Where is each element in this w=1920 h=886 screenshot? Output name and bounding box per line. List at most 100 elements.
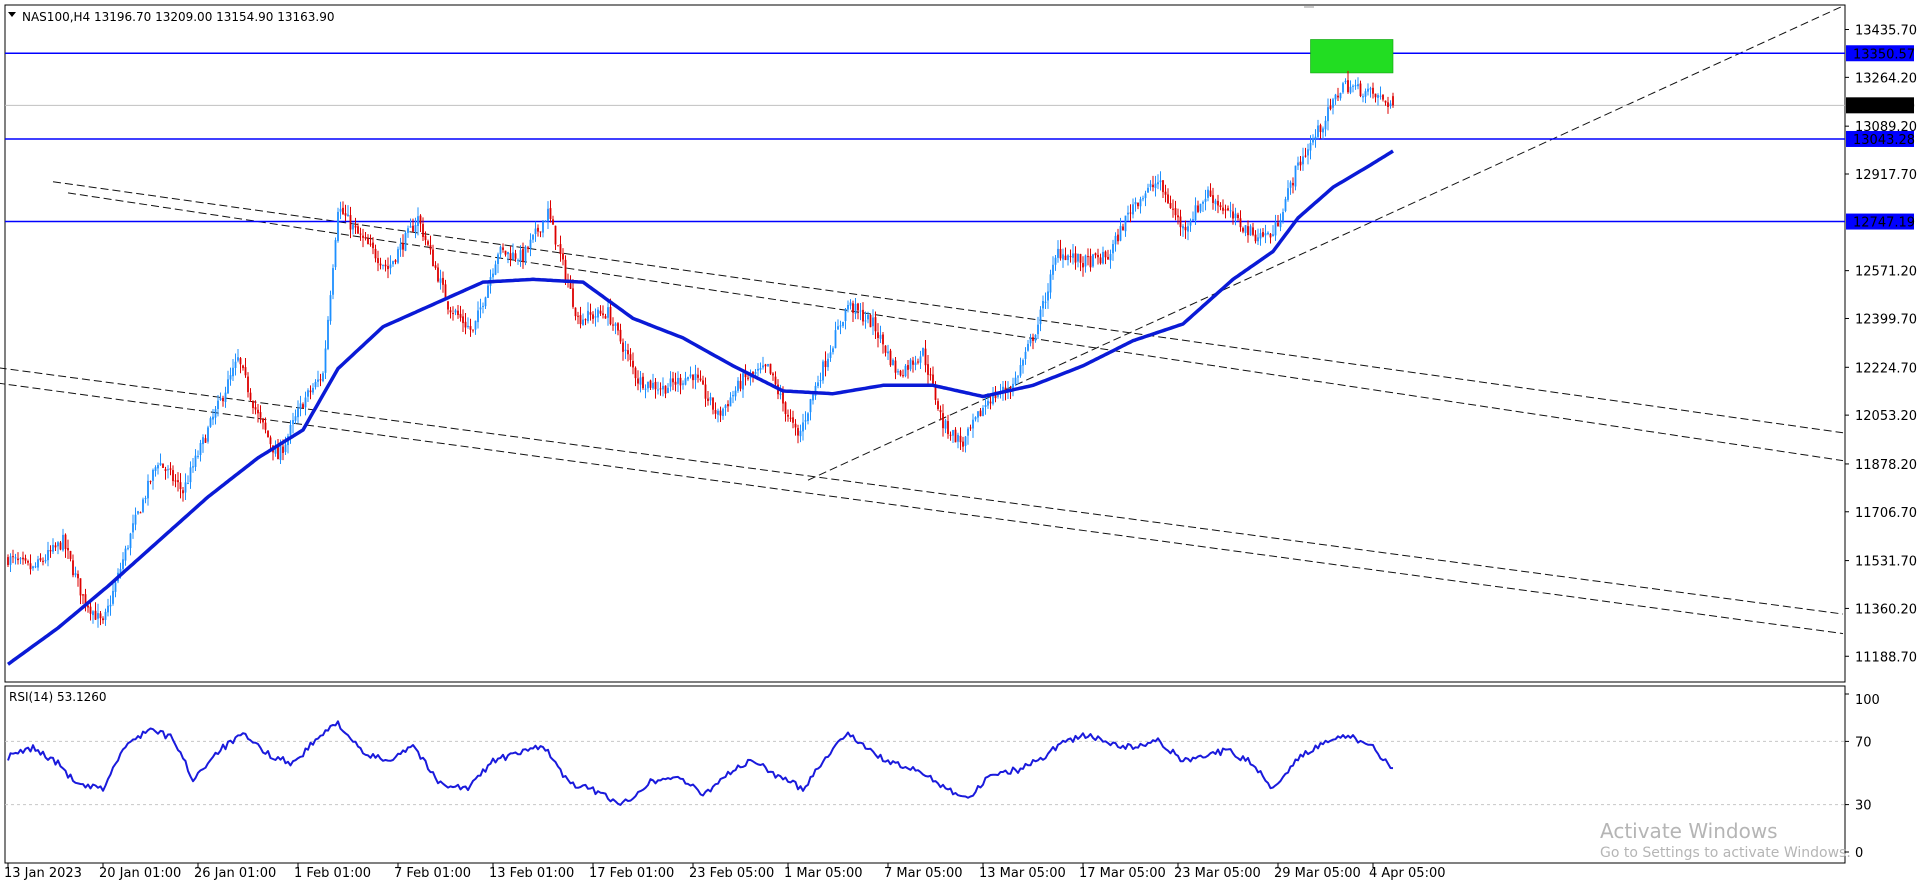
candle-body <box>879 334 882 339</box>
candle-body <box>104 611 107 620</box>
candle-body <box>432 249 434 267</box>
date-tick-label: 7 Feb 01:00 <box>394 866 471 881</box>
candle-body <box>1174 208 1177 216</box>
candle-body <box>324 348 327 373</box>
candle-body <box>152 469 154 481</box>
candle-body <box>497 254 499 264</box>
candle-body <box>184 482 187 493</box>
candle-body <box>1299 161 1302 166</box>
date-tick-label: 17 Feb 01:00 <box>589 866 674 881</box>
candle-body <box>267 430 269 438</box>
candle-body <box>547 208 549 221</box>
candle-body <box>1387 102 1389 107</box>
date-tick-label: 7 Mar 05:00 <box>884 866 963 881</box>
candle-body <box>144 498 147 500</box>
level-price-tag <box>1846 213 1914 230</box>
candle-body <box>1004 387 1007 392</box>
price-tick-label: 11531.70 <box>1855 555 1917 570</box>
candle-body <box>1027 343 1029 351</box>
candle-body <box>669 378 672 387</box>
candle-body <box>1152 184 1154 188</box>
candle-body <box>317 379 319 382</box>
candle-body <box>939 410 942 413</box>
candle-body <box>532 234 534 240</box>
candle-body <box>194 455 197 467</box>
candle-body <box>1074 253 1077 263</box>
candle-body <box>114 582 117 592</box>
candle-body <box>834 330 837 349</box>
collapse-triangle-icon[interactable] <box>8 12 16 17</box>
candle-body <box>407 228 409 233</box>
candle-body <box>982 407 984 417</box>
candle-body <box>487 285 489 298</box>
candle-body <box>787 414 789 417</box>
candle-body <box>944 420 947 429</box>
candle-body <box>1377 95 1379 98</box>
candle-body <box>862 309 864 322</box>
candle-body <box>1052 264 1054 275</box>
candle-body <box>247 376 249 393</box>
candle-body <box>1304 155 1307 157</box>
candle-body <box>59 542 62 550</box>
candle-body <box>929 374 932 376</box>
candle-body <box>754 371 757 375</box>
candle-body <box>64 534 67 550</box>
candle-body <box>1297 162 1299 166</box>
candle-body <box>502 247 504 250</box>
candle-body <box>409 226 412 228</box>
candle-body <box>37 559 39 568</box>
candle-body <box>22 557 24 560</box>
candle-body <box>442 277 444 285</box>
candle-body <box>147 480 149 499</box>
candle-body <box>249 392 252 400</box>
candle-body <box>747 377 749 379</box>
candle-body <box>29 563 32 570</box>
candle-body <box>934 384 937 400</box>
candle-body <box>1187 226 1189 232</box>
candle-body <box>1132 204 1134 215</box>
candle-body <box>122 559 124 569</box>
candle-body <box>1077 253 1079 262</box>
price-tick-label: 11706.70 <box>1855 506 1917 521</box>
candle-body <box>957 434 959 442</box>
candle-body <box>1097 254 1099 258</box>
candle-body <box>554 225 557 245</box>
candle-body <box>134 514 137 525</box>
candle-body <box>942 413 944 429</box>
price-tick-label: 13435.70 <box>1855 24 1917 39</box>
candle-body <box>1142 198 1144 200</box>
candle-body <box>1162 180 1164 193</box>
candle-body <box>1204 198 1207 202</box>
candle-body <box>24 558 27 561</box>
candle-body <box>859 310 862 312</box>
candle-body <box>642 376 644 389</box>
candle-body <box>702 380 704 385</box>
candle-body <box>1072 253 1074 258</box>
candle-body <box>839 325 842 327</box>
candle-body <box>1212 195 1214 203</box>
candle-body <box>1364 91 1367 97</box>
candle-body <box>707 398 709 401</box>
candle-body <box>1234 213 1237 219</box>
candle-body <box>1024 351 1027 359</box>
candle-body <box>197 455 199 457</box>
candle-body <box>524 246 527 262</box>
candle-body <box>279 445 282 460</box>
candle-body <box>277 446 279 460</box>
candle-body <box>344 213 347 216</box>
supply-zone <box>1310 39 1394 74</box>
candle-body <box>682 383 684 385</box>
candle-body <box>972 419 974 429</box>
candle-body <box>797 428 799 436</box>
candle-body <box>1082 263 1084 268</box>
candle-body <box>1122 226 1124 231</box>
candle-body <box>1317 125 1319 137</box>
candle-body <box>67 547 69 551</box>
candle-body <box>914 362 917 366</box>
candle-body <box>1229 210 1232 212</box>
candle-body <box>319 379 322 381</box>
candle-body <box>172 470 174 482</box>
candle-body <box>752 371 754 375</box>
candle-body <box>1039 309 1042 325</box>
candle-body <box>814 385 817 396</box>
